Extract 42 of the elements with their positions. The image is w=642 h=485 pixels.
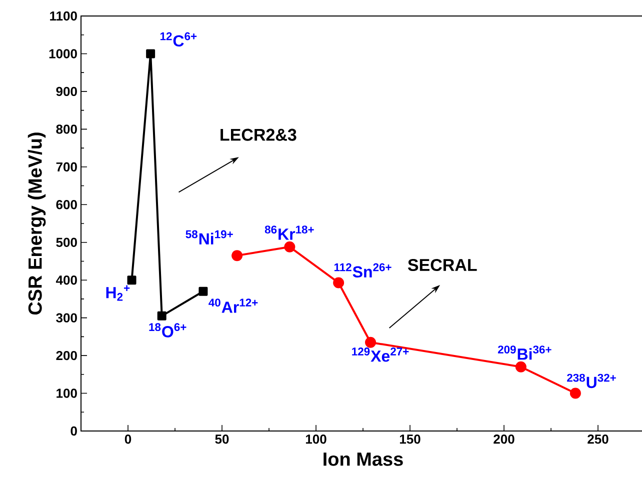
x-tick-label: 100 xyxy=(306,434,326,444)
y-tick-label: 1100 xyxy=(50,11,77,21)
point xyxy=(198,286,208,296)
point xyxy=(146,49,156,58)
point xyxy=(127,276,136,285)
y-tick-label: 900 xyxy=(56,86,77,96)
annotation: LECR2&3 xyxy=(220,128,296,141)
point xyxy=(515,361,526,372)
point xyxy=(157,311,166,320)
annotation: $^{12}$C$^{6+}$ xyxy=(160,32,197,47)
annotation: $^{209}$Bi$^{36+}$ xyxy=(498,346,552,360)
point xyxy=(232,250,243,262)
y-tick-label: 100 xyxy=(56,388,77,398)
x-tick-label: 150 xyxy=(400,434,420,444)
x-tick-label: 50 xyxy=(215,434,229,444)
y-tick-label: 600 xyxy=(56,200,77,210)
annotation: $^{18}$O$^{6+}$ xyxy=(149,323,186,338)
y-tick-label: 1000 xyxy=(49,49,77,58)
y-tick-label: 400 xyxy=(56,275,77,285)
annotation: $^{86}$Kr$^{18+}$ xyxy=(264,226,314,240)
y-tick-label: 0 xyxy=(70,426,77,436)
point xyxy=(333,277,344,288)
annotation: $^{129}$Xe$^{27+}$ xyxy=(352,348,409,362)
point xyxy=(570,388,581,399)
annotation: $^{238}$U$^{32+}$ xyxy=(567,374,616,388)
x-tick-label: 0 xyxy=(124,434,132,444)
y-tick-label: 500 xyxy=(56,238,77,247)
annotation: H$_{2}$+ xyxy=(106,285,130,301)
annotation: SECRAL xyxy=(408,258,477,272)
point xyxy=(365,336,376,348)
y-tick-label: 300 xyxy=(56,313,77,322)
y-axis-title: CSR Energy (MeV/u) xyxy=(28,132,46,315)
y-tick-label: 800 xyxy=(56,124,77,134)
annotation: $^{58}$Ni$^{19+}$ xyxy=(186,230,233,244)
y-tick-label: 200 xyxy=(56,350,77,360)
annotation: $^{40}$Ar$^{12+}$ xyxy=(208,298,258,313)
x-axis-title: Ion Mass xyxy=(324,452,403,466)
annotation: $^{112}$Sn$^{26+}$ xyxy=(334,263,392,278)
y-tick-label: 700 xyxy=(56,162,77,172)
x-tick-label: 200 xyxy=(494,434,514,444)
x-tick-label: 250 xyxy=(588,434,608,444)
point xyxy=(284,241,296,252)
